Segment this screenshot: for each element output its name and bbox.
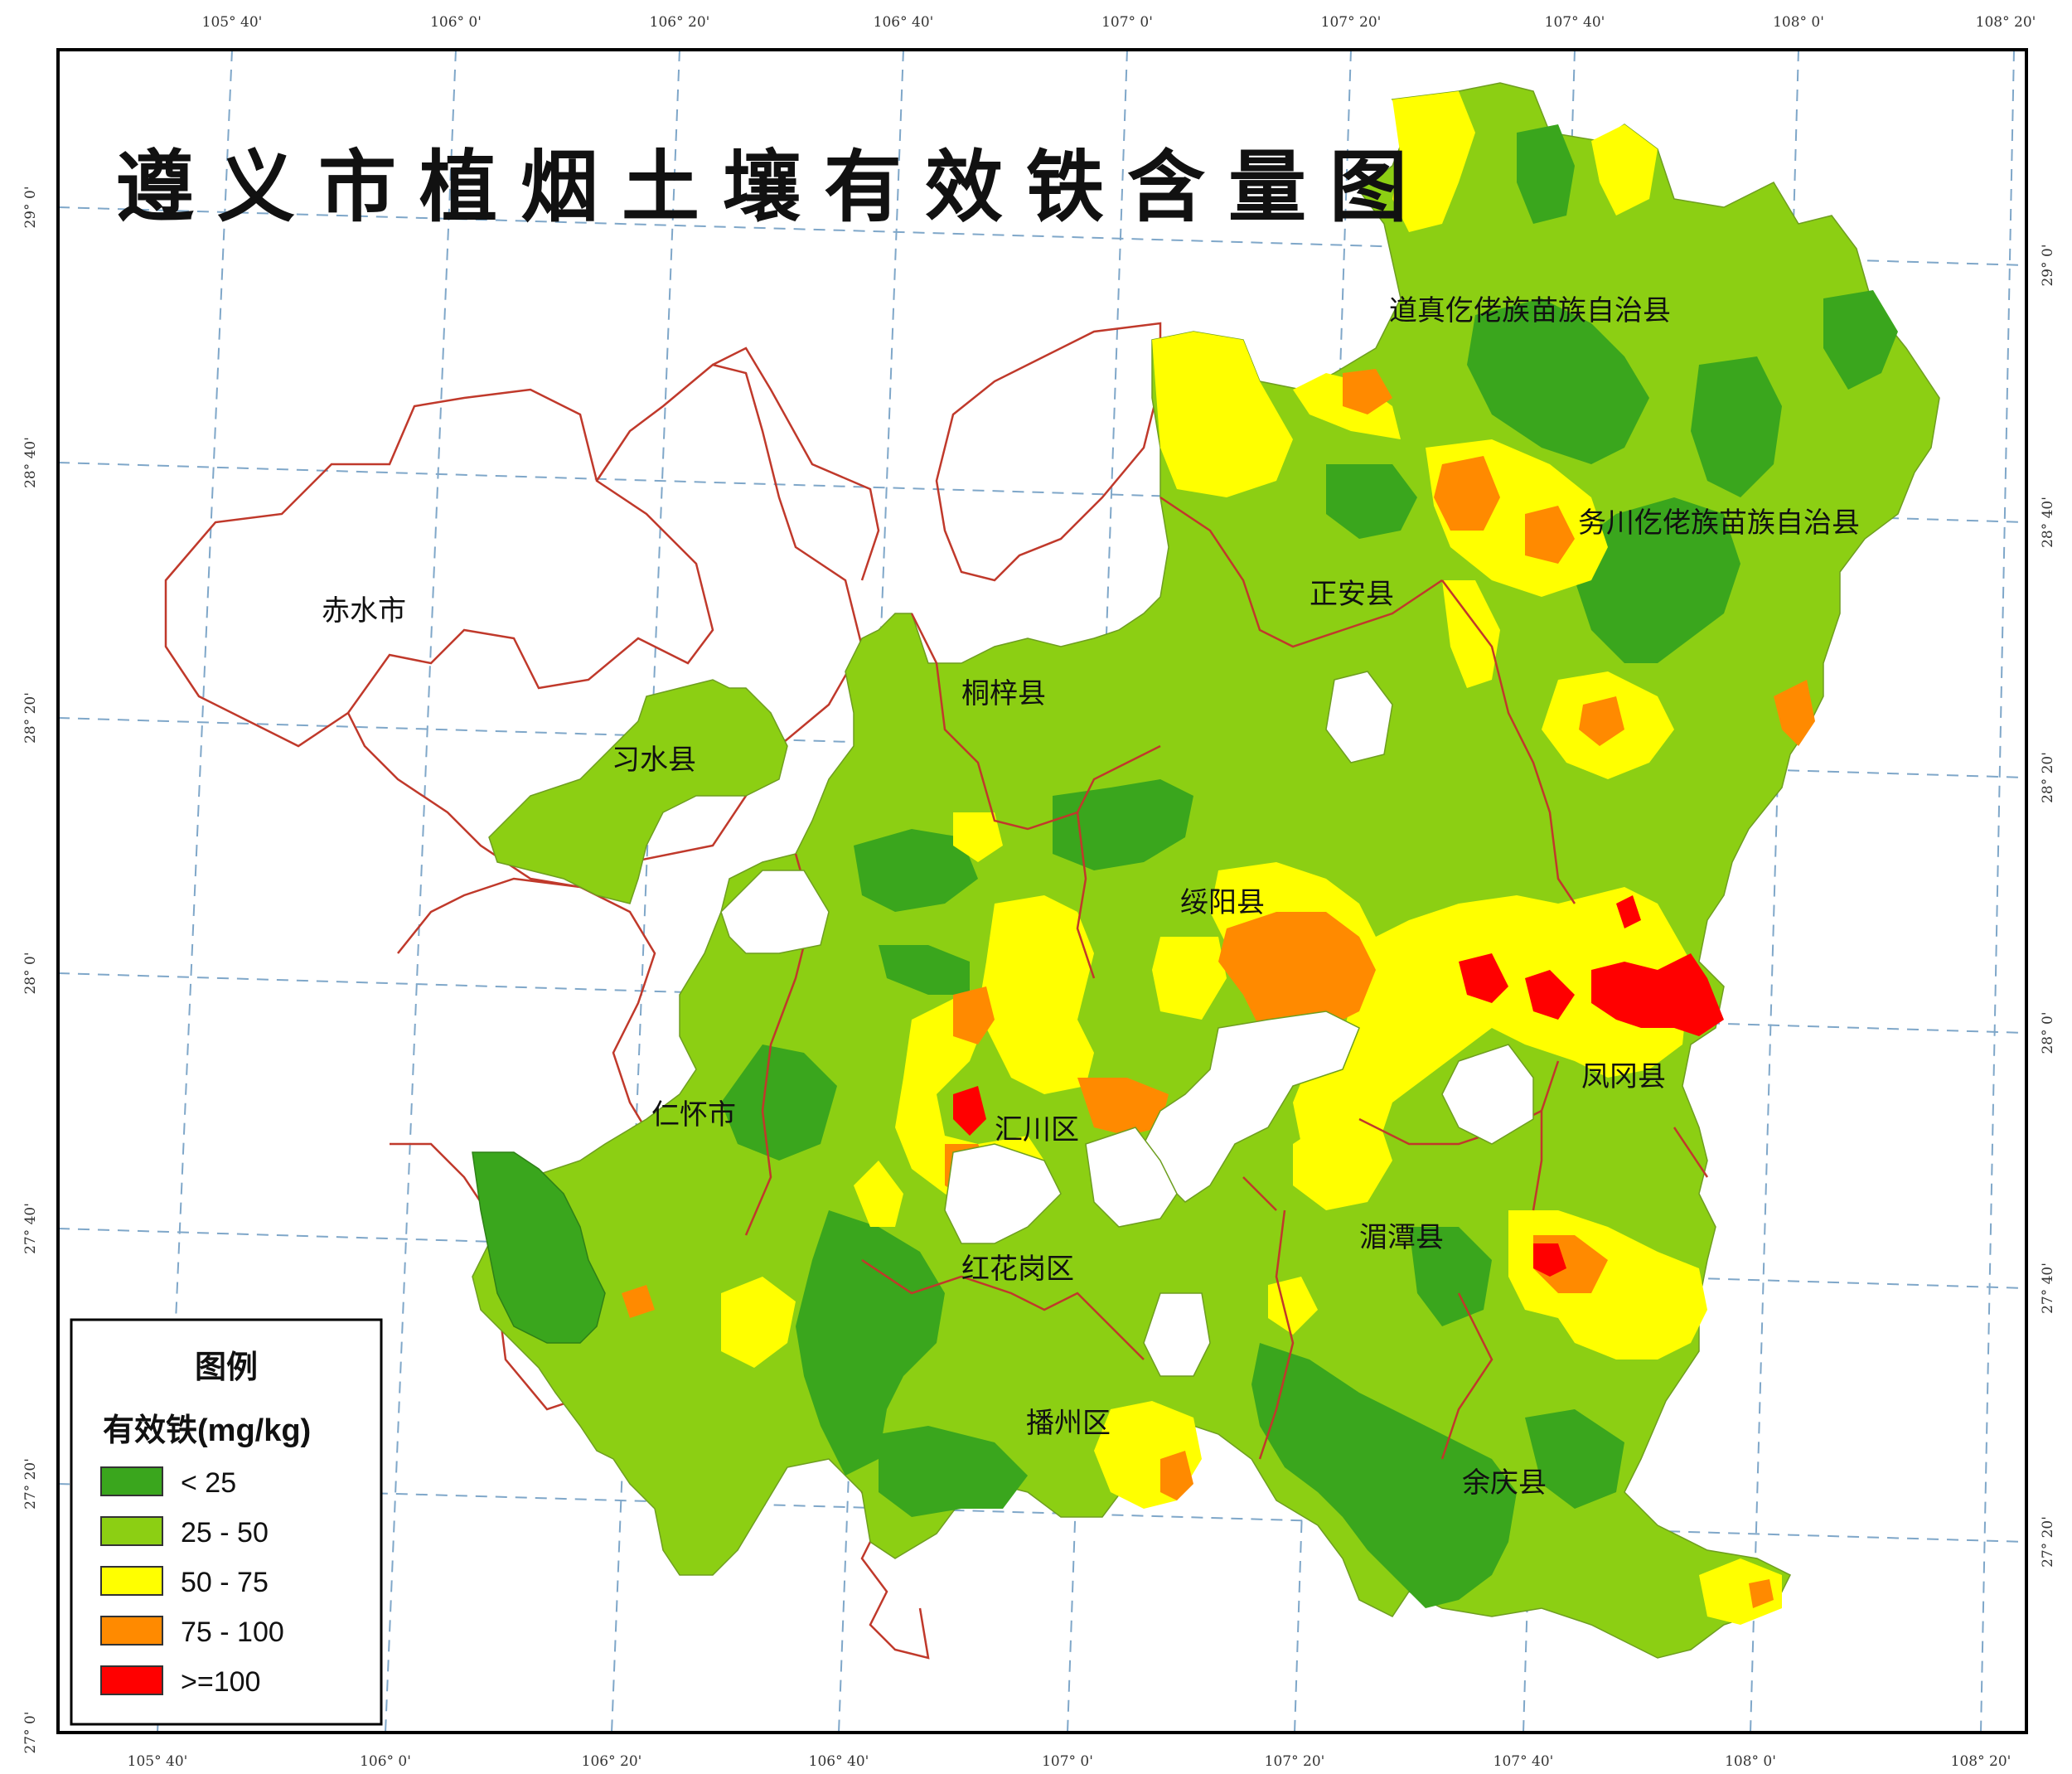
place-label-renhuai: 仁怀市 (651, 1098, 736, 1132)
tick-label: 105° 40' (202, 14, 263, 31)
tick-label: 27° 20' (2040, 1516, 2056, 1568)
tick-label: 29° 0' (2040, 244, 2056, 286)
county-boundaries (744, 496, 1709, 1460)
legend-label: < 25 (181, 1467, 236, 1499)
tick-label: 29° 0' (22, 186, 39, 228)
place-label-chishui: 赤水市 (322, 594, 406, 628)
tick-label: 106° 20' (650, 14, 710, 31)
place-label-meitan: 湄潭县 (1359, 1221, 1444, 1254)
place-label-yuqing: 余庆县 (1462, 1466, 1547, 1500)
place-label-huichuan: 汇川区 (995, 1113, 1079, 1146)
map-frame (56, 48, 2028, 1734)
legend-subtitle: 有效铁(mg/kg) (103, 1413, 311, 1448)
tick-label: 106° 0' (430, 14, 482, 31)
tick-label: 28° 0' (22, 952, 39, 994)
class-lt-25 (721, 124, 1898, 1608)
left-tick-labels: 29° 0' 28° 40' 28° 20' 28° 0' 27° 40' 27… (22, 186, 39, 1753)
place-label-tongzi: 桐梓县 (961, 677, 1046, 710)
tick-label: 107° 40' (1545, 14, 1605, 31)
place-labels: 赤水市 习水县 桐梓县 正安县 道真仡佬族苗族自治县 务川仡佬族苗族自治县 绥阳… (322, 294, 1860, 1500)
tick-label: 28° 40' (2040, 497, 2056, 548)
tick-label: 107° 0' (1042, 1753, 1093, 1770)
legend-swatch (100, 1616, 163, 1646)
xishui-patch (488, 679, 788, 904)
legend-label: 25 - 50 (181, 1517, 269, 1549)
legend-label: >=100 (181, 1666, 260, 1698)
tick-label: 108° 20' (1976, 14, 2036, 31)
tick-label: 107° 0' (1101, 14, 1153, 31)
tick-label: 106° 0' (360, 1753, 411, 1770)
tick-label: 108° 0' (1725, 1753, 1776, 1770)
legend-swatch (100, 1665, 163, 1695)
tick-label: 27° 0' (22, 1711, 39, 1753)
chishui-west-patch (472, 1151, 606, 1344)
tick-label: 108° 0' (1773, 14, 1824, 31)
tick-label: 107° 20' (1265, 1753, 1325, 1770)
tick-label: 28° 40' (22, 437, 39, 488)
legend-title: 图例 (195, 1348, 258, 1385)
map-title: 遵义市植烟土壤有效铁含量图 (116, 142, 1431, 233)
bottom-tick-labels: 105° 40' 106° 0' 106° 20' 106° 40' 107° … (128, 1753, 2011, 1770)
legend-label: 50 - 75 (181, 1567, 269, 1598)
study-area (472, 82, 1940, 1659)
tick-label: 106° 40' (874, 14, 934, 31)
place-label-bozhou: 播州区 (1026, 1407, 1111, 1440)
tick-label: 27° 40' (22, 1203, 39, 1254)
place-label-wuchuan: 务川仡佬族苗族自治县 (1578, 507, 1860, 540)
tick-label: 108° 20' (1951, 1753, 2011, 1770)
legend-label: 75 - 100 (181, 1616, 284, 1648)
class-ge-100 (953, 895, 1724, 1277)
place-label-suiyang: 绥阳县 (1180, 886, 1265, 919)
tick-label: 27° 40' (2040, 1263, 2056, 1314)
top-tick-labels: 105° 40' 106° 0' 106° 20' 106° 40' 107° … (202, 14, 2036, 31)
legend: 图例 有效铁(mg/kg) < 25 25 - 50 50 - 75 75 - … (70, 1318, 383, 1726)
place-label-fenggang: 凤冈县 (1581, 1060, 1666, 1093)
place-label-honghuagang: 红花岗区 (961, 1253, 1074, 1286)
chishui-boundary (164, 322, 1162, 1660)
legend-swatch (100, 1566, 163, 1596)
tick-label: 28° 0' (2040, 1011, 2056, 1054)
tick-label: 107° 20' (1321, 14, 1382, 31)
tick-label: 105° 40' (128, 1753, 188, 1770)
legend-swatch (100, 1466, 163, 1496)
place-label-daozhen: 道真仡佬族苗族自治县 (1389, 294, 1671, 327)
place-label-zhengan: 正安县 (1310, 578, 1394, 611)
place-label-xishui: 习水县 (612, 744, 696, 777)
tick-label: 28° 20' (2040, 752, 2056, 803)
legend-swatch (100, 1516, 163, 1546)
tick-label: 107° 40' (1493, 1753, 1554, 1770)
no-data-holes (720, 671, 1534, 1377)
tick-label: 27° 20' (22, 1458, 39, 1510)
right-tick-labels: 29° 0' 28° 40' 28° 20' 28° 0' 27° 40' 27… (2040, 244, 2056, 1567)
tick-label: 106° 40' (809, 1753, 869, 1770)
class-25-50-base (472, 82, 1940, 1659)
tick-label: 106° 20' (582, 1753, 642, 1770)
tick-label: 28° 20' (22, 692, 39, 744)
